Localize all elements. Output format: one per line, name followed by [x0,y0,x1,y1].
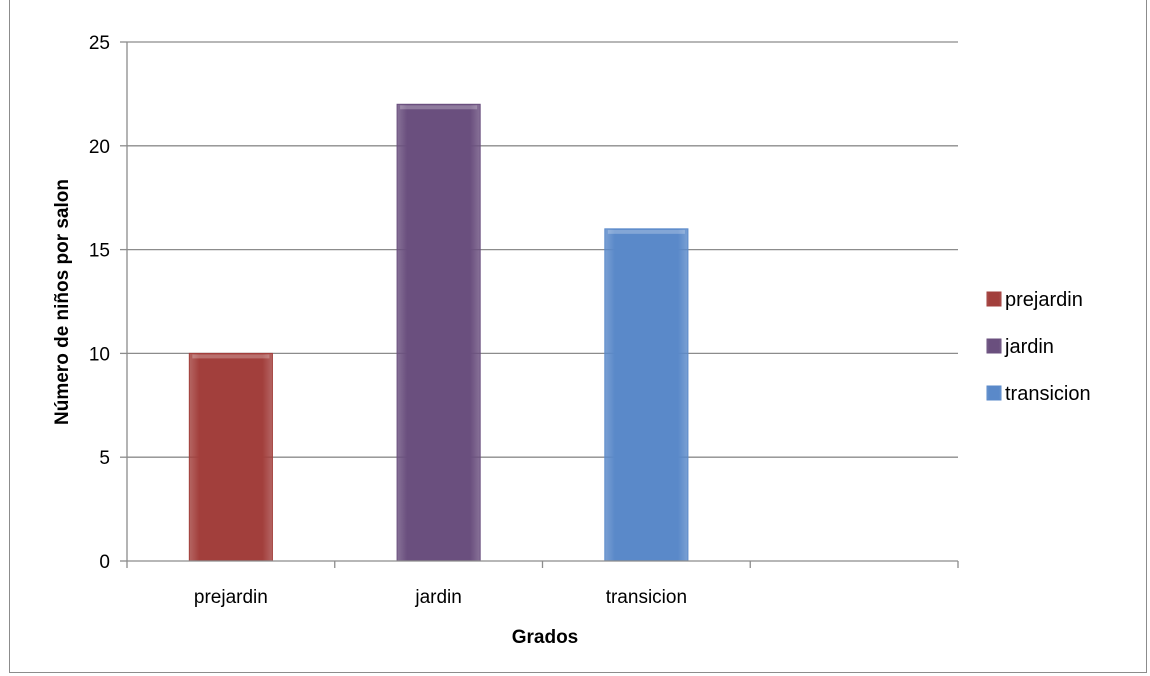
legend-label-jardin: jardin [1004,336,1054,358]
bars [188,103,689,562]
y-tick-labels: 0 5 10 15 20 25 [89,33,110,573]
y-tick-label: 5 [99,448,110,469]
legend-swatch-prejardin [986,291,1002,307]
y-axis-title: Número de niños por salon [52,179,73,425]
legend-label-prejardin: prejardin [1005,289,1083,311]
y-tick-label: 25 [89,33,110,54]
legend-swatch-transicion [986,385,1002,401]
y-tick-label: 20 [89,137,110,158]
x-tick-labels: prejardin jardin transicion [194,587,687,608]
bar-highlight [400,105,478,110]
x-tick-label: jardin [414,587,461,608]
x-axis-title: Grados [512,627,579,648]
x-tick-label: prejardin [194,587,268,608]
bar-highlight [607,229,685,234]
y-tick-label: 0 [99,552,110,573]
axes [126,42,959,568]
bar-jardin [396,103,481,562]
legend-label-transicion: transicion [1005,383,1091,405]
bar-prejardin [188,352,273,562]
bar-highlight [192,354,270,359]
y-tick-label: 15 [89,241,110,262]
x-tick-label: transicion [606,587,687,608]
legend-swatch-jardin [986,338,1002,354]
y-tick-label: 10 [89,344,110,365]
bar-transicion [604,228,689,562]
legend: prejardin jardin transicion [986,289,1091,405]
